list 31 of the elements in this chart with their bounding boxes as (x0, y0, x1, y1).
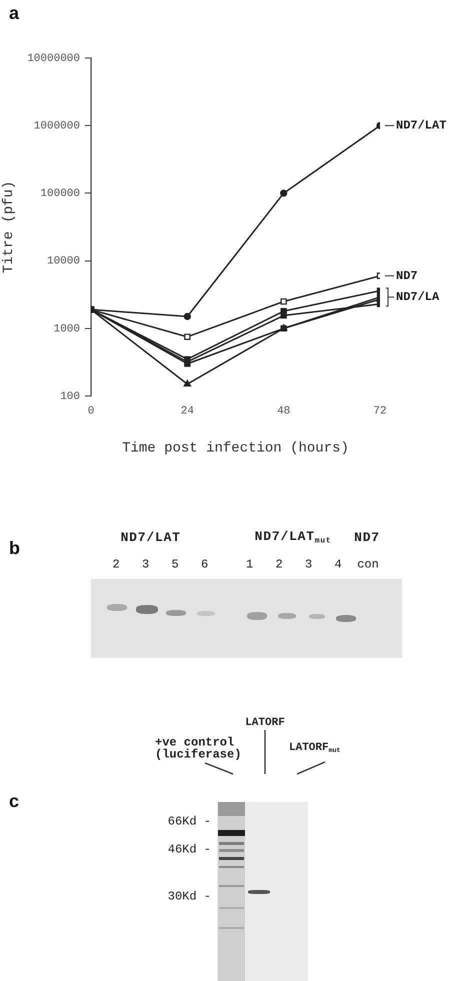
text: ND7 (354, 530, 380, 546)
series-label: ND7 (396, 268, 418, 283)
text: LATORF$_{mut}$ (289, 742, 340, 754)
text: 1 2 3 4 (246, 557, 342, 572)
text: 30Kd - (168, 889, 211, 904)
y-tick-label: 100 (60, 390, 80, 403)
annotation: ND7/LA (396, 290, 440, 304)
text: ND7/LAT$_{mut}$ (254, 529, 332, 546)
y-tick-label: 10000 (46, 256, 80, 268)
text: 66Kd - (168, 814, 211, 829)
x-tick-label: 72 (373, 406, 387, 418)
text: b (9, 538, 20, 558)
text: con (357, 557, 379, 572)
text: +ve control (155, 735, 234, 750)
x-axis-title: Time post infection (hours) (122, 440, 349, 456)
text: 2 3 5 6 (112, 557, 208, 572)
text: LATORF (245, 716, 285, 730)
y-tick-label: 100000 (40, 188, 80, 200)
series-label: ND7/LAT (396, 118, 446, 133)
text: 46Kd - (168, 842, 211, 857)
chart-title: a (9, 3, 20, 23)
x-tick-label: 24 (180, 406, 194, 418)
text: c (9, 791, 20, 811)
text: (luciferase) (155, 747, 242, 762)
text: ND7/LAT (120, 530, 181, 546)
x-tick-label: 48 (277, 406, 290, 418)
y-axis-title: Titre (pfu) (1, 180, 18, 274)
x-tick-label: 0 (88, 406, 94, 418)
y-tick-label: 10000000 (27, 52, 80, 65)
y-tick-label: 1000000 (34, 120, 80, 133)
y-tick-label: 1000 (54, 323, 80, 336)
